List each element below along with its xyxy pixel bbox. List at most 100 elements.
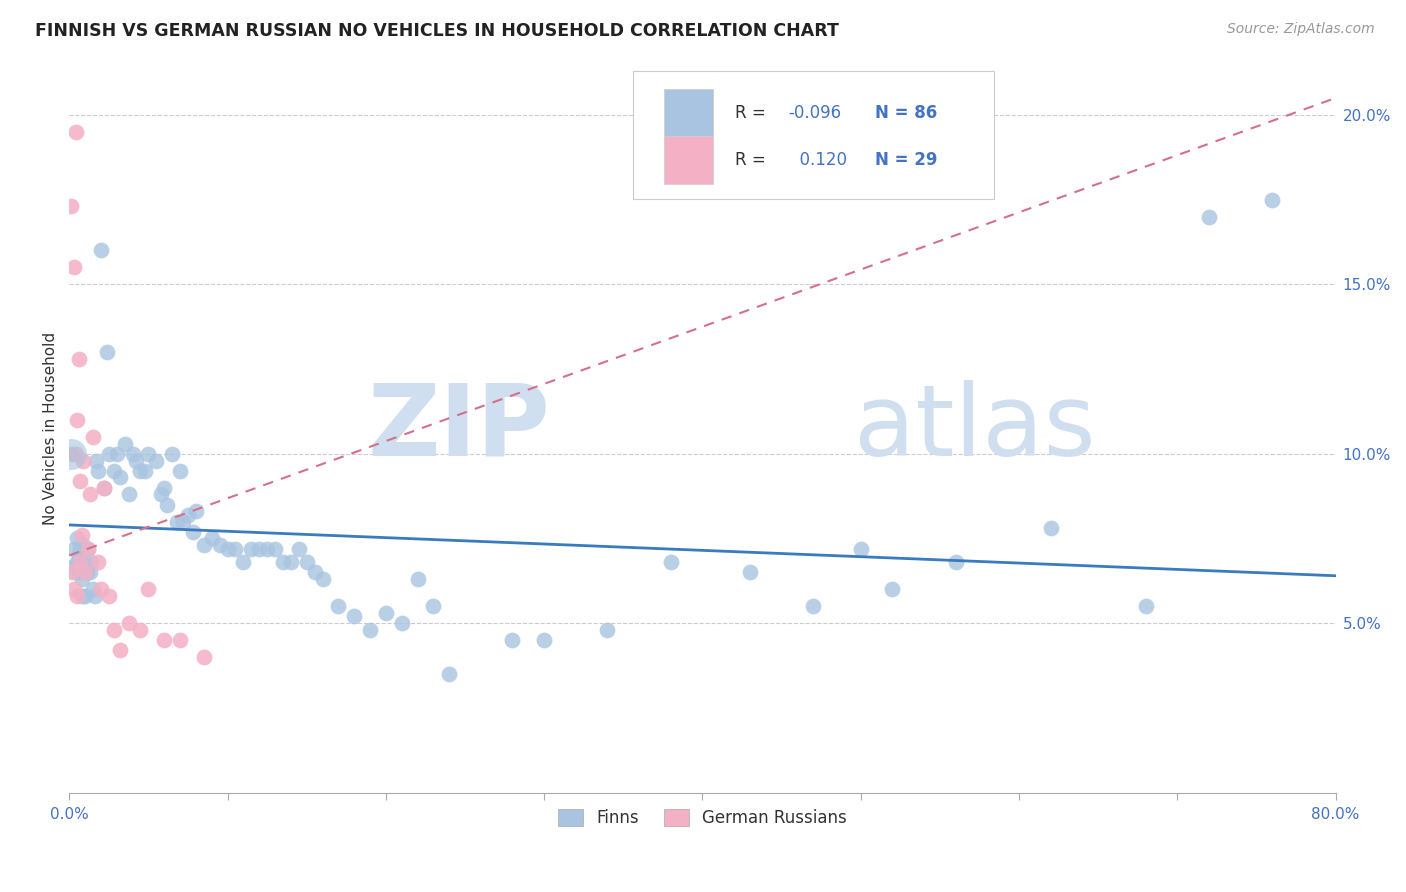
- Point: [67, 549, 90, 563]
- Text: ZIP: ZIP: [367, 380, 551, 477]
- Point: [66, 555, 89, 569]
- Point: [271, 555, 294, 569]
- Point: [84, 453, 107, 467]
- Point: [65, 566, 87, 580]
- Point: [77, 541, 100, 556]
- Point: [105, 447, 128, 461]
- Point: [264, 541, 287, 556]
- Point: [153, 481, 176, 495]
- Point: [193, 538, 215, 552]
- Point: [69, 541, 91, 556]
- Point: [288, 541, 311, 556]
- Point: [72, 538, 94, 552]
- Point: [70, 528, 93, 542]
- Point: [76, 566, 98, 580]
- Text: R =: R =: [735, 103, 772, 121]
- Point: [73, 566, 96, 580]
- Point: [70, 572, 93, 586]
- Text: atlas: atlas: [855, 380, 1097, 477]
- Text: 0.120: 0.120: [789, 151, 846, 169]
- FancyBboxPatch shape: [633, 71, 994, 199]
- Point: [596, 623, 619, 637]
- Point: [66, 413, 89, 427]
- Point: [67, 351, 90, 366]
- Point: [125, 453, 148, 467]
- Text: FINNISH VS GERMAN RUSSIAN NO VEHICLES IN HOUSEHOLD CORRELATION CHART: FINNISH VS GERMAN RUSSIAN NO VEHICLES IN…: [35, 22, 839, 40]
- Point: [201, 532, 224, 546]
- Point: [343, 609, 366, 624]
- Point: [1135, 599, 1157, 614]
- Text: N = 29: N = 29: [875, 151, 938, 169]
- Point: [160, 447, 183, 461]
- Point: [166, 515, 188, 529]
- Y-axis label: No Vehicles in Household: No Vehicles in Household: [44, 332, 58, 524]
- Point: [83, 589, 105, 603]
- Point: [129, 464, 152, 478]
- Point: [801, 599, 824, 614]
- Point: [391, 616, 413, 631]
- Bar: [665, 89, 713, 136]
- Point: [73, 589, 96, 603]
- Point: [177, 508, 200, 522]
- Point: [72, 562, 94, 576]
- Point: [67, 566, 90, 580]
- Point: [280, 555, 302, 569]
- Point: [1039, 521, 1062, 535]
- Point: [108, 470, 131, 484]
- Point: [93, 481, 115, 495]
- Point: [134, 464, 156, 478]
- Point: [328, 599, 350, 614]
- Point: [1261, 193, 1284, 207]
- Point: [295, 555, 318, 569]
- Point: [69, 555, 91, 569]
- Text: -0.096: -0.096: [789, 103, 842, 121]
- Point: [69, 555, 91, 569]
- Point: [129, 623, 152, 637]
- Point: [256, 541, 278, 556]
- Point: [156, 498, 179, 512]
- Point: [224, 541, 246, 556]
- Point: [138, 447, 160, 461]
- Point: [97, 447, 120, 461]
- Point: [138, 582, 160, 597]
- Point: [79, 566, 101, 580]
- Text: R =: R =: [735, 151, 772, 169]
- Point: [849, 541, 872, 556]
- Point: [374, 606, 396, 620]
- Point: [422, 599, 444, 614]
- Point: [60, 566, 83, 580]
- Point: [502, 633, 524, 648]
- Point: [63, 260, 86, 275]
- Point: [153, 633, 176, 648]
- Point: [945, 555, 967, 569]
- Point: [87, 555, 110, 569]
- Point: [59, 199, 82, 213]
- Point: [240, 541, 263, 556]
- Point: [217, 541, 239, 556]
- Point: [63, 582, 86, 597]
- Point: [114, 436, 136, 450]
- Point: [60, 447, 83, 461]
- Point: [73, 555, 96, 569]
- Point: [93, 481, 115, 495]
- Point: [90, 582, 112, 597]
- Point: [184, 504, 207, 518]
- Point: [193, 650, 215, 665]
- Point: [70, 589, 93, 603]
- Point: [108, 643, 131, 657]
- Point: [247, 541, 270, 556]
- Point: [169, 633, 191, 648]
- Point: [103, 623, 125, 637]
- Point: [80, 555, 103, 569]
- Point: [659, 555, 682, 569]
- Point: [145, 453, 167, 467]
- Point: [77, 541, 100, 556]
- Point: [437, 667, 460, 681]
- Point: [169, 464, 191, 478]
- Point: [208, 538, 231, 552]
- Point: [97, 589, 120, 603]
- Point: [172, 515, 194, 529]
- Point: [90, 244, 112, 258]
- Point: [69, 474, 91, 488]
- Bar: [665, 136, 713, 184]
